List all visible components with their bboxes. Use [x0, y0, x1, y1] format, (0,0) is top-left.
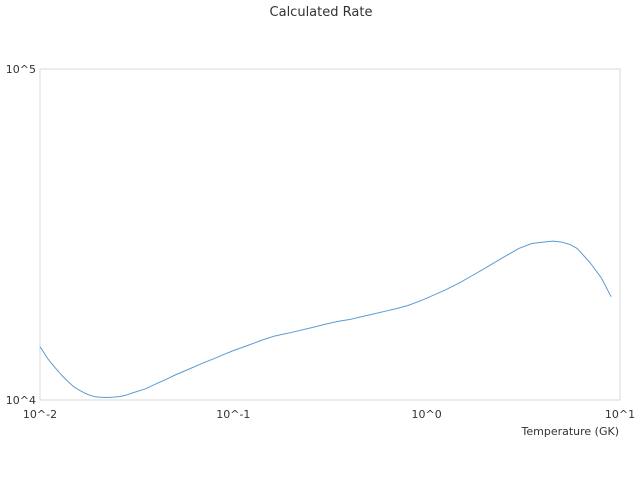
- plot-area: [39, 68, 621, 401]
- y-tick-label: 10^5: [6, 63, 36, 76]
- y-tick-label: 10^4: [6, 394, 36, 407]
- series-layer: [39, 240, 612, 398]
- x-axis-label: Temperature (GK): [521, 425, 620, 438]
- x-tick-label: 10^-1: [216, 408, 250, 421]
- x-tick-label: 10^1: [605, 408, 635, 421]
- series-line-1: [39, 240, 612, 398]
- chart-title: Calculated Rate: [270, 5, 373, 20]
- x-axis-ticks: 10^-2 10^-1 10^0 10^1: [23, 408, 635, 421]
- x-tick-label: 10^0: [412, 408, 442, 421]
- x-tick-label: 10^-2: [23, 408, 57, 421]
- y-axis-ticks: 10^4 10^5: [6, 63, 36, 407]
